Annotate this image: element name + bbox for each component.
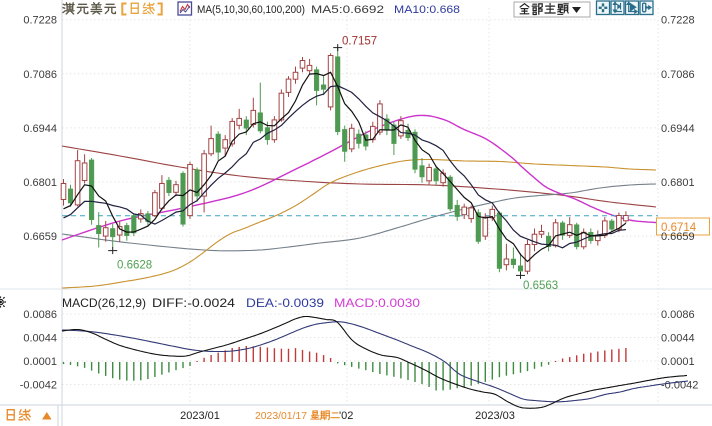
svg-text:0.0044: 0.0044 (661, 333, 695, 345)
svg-text:0.6659: 0.6659 (661, 231, 695, 243)
svg-text:MACD(26,12,9): MACD(26,12,9) (62, 296, 146, 310)
svg-text:0.6801: 0.6801 (661, 177, 695, 189)
svg-text:'02: '02 (339, 410, 353, 422)
svg-text:-0.0042: -0.0042 (20, 380, 57, 392)
svg-text:2023/03: 2023/03 (475, 410, 515, 422)
svg-text:MACD:0.0030: MACD:0.0030 (334, 296, 420, 310)
svg-text:0.7157: 0.7157 (342, 36, 377, 48)
svg-text:-0.0042: -0.0042 (661, 380, 698, 392)
svg-text:MA(5,10,30,60,100,200): MA(5,10,30,60,100,200) (197, 4, 305, 16)
svg-text:DEA:-0.0039: DEA:-0.0039 (246, 296, 324, 310)
svg-text:0.0044: 0.0044 (23, 333, 57, 345)
svg-text:0.0001: 0.0001 (23, 356, 57, 368)
svg-text:0.6659: 0.6659 (23, 231, 57, 243)
svg-text:0.7228: 0.7228 (661, 15, 695, 27)
svg-text:0.6714: 0.6714 (661, 222, 697, 234)
svg-text:0.6563: 0.6563 (523, 280, 558, 292)
svg-text:0.6801: 0.6801 (23, 177, 57, 189)
svg-text:0.6628: 0.6628 (117, 260, 152, 272)
svg-text:0.0086: 0.0086 (661, 309, 695, 321)
svg-text:2023/01/17: 2023/01/17 (255, 410, 307, 422)
svg-text:2023/01: 2023/01 (180, 410, 220, 422)
svg-text:MA10:0.668: MA10:0.668 (394, 4, 460, 16)
svg-text:0.7086: 0.7086 (661, 69, 695, 81)
svg-text:0.6944: 0.6944 (23, 123, 57, 135)
svg-text:DIFF:-0.0024: DIFF:-0.0024 (152, 296, 235, 310)
svg-text:0.0001: 0.0001 (661, 356, 695, 368)
svg-text:0.7228: 0.7228 (23, 15, 57, 27)
svg-text:0.6944: 0.6944 (661, 123, 695, 135)
svg-text:0.0086: 0.0086 (23, 309, 57, 321)
svg-text:0.7086: 0.7086 (23, 69, 57, 81)
svg-text:MA5:0.6692: MA5:0.6692 (311, 4, 384, 16)
